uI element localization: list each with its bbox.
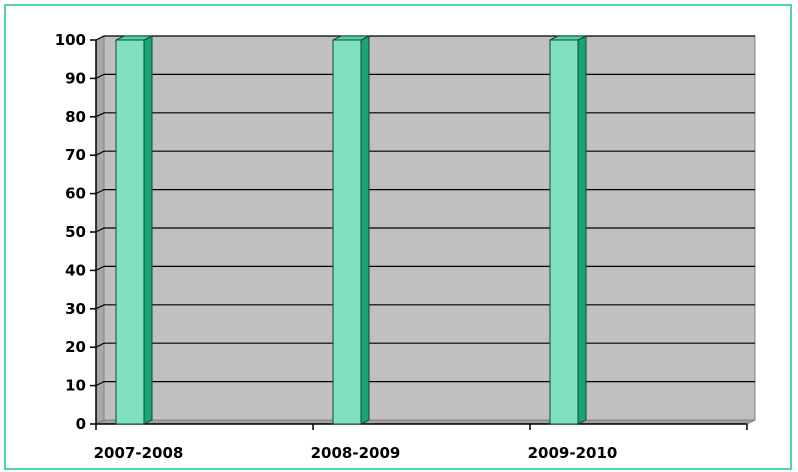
bar-front	[549, 39, 579, 425]
gridline	[95, 265, 755, 271]
bar-front	[115, 39, 145, 425]
bar-side	[143, 35, 153, 425]
bars	[115, 35, 587, 425]
y-tick-label: 80	[65, 108, 86, 126]
x-tick-label: 2009-2010	[528, 444, 618, 462]
y-tick-label: 40	[65, 261, 86, 279]
bar-side	[360, 35, 370, 425]
gridline	[95, 381, 755, 387]
y-tick-label: 20	[65, 338, 86, 356]
gridline	[95, 227, 755, 233]
gridlines	[95, 35, 755, 387]
bar-2008-2009	[332, 35, 370, 425]
gridline	[95, 73, 755, 79]
y-tick-label: 0	[76, 415, 86, 433]
gridline	[95, 35, 755, 41]
y-tick-label: 10	[65, 377, 86, 395]
gridline	[95, 304, 755, 310]
x-tick-label: 2008-2009	[311, 444, 401, 462]
y-tick-label: 100	[55, 31, 86, 49]
x-axis-ticks: 2007-2008 2008-2009 2009-2010	[94, 424, 748, 462]
gridline	[95, 189, 755, 195]
bar-2007-2008	[115, 35, 153, 425]
gridline	[95, 112, 755, 118]
bar-side	[577, 35, 587, 425]
plot-area	[95, 35, 756, 425]
y-axis-ticks: 0 10 20 30 40 50 60 70 80 90 100	[55, 31, 96, 433]
y-tick-label: 50	[65, 223, 86, 241]
bar-front	[332, 39, 362, 425]
x-tick-label: 2007-2008	[94, 444, 184, 462]
bar-2009-2010	[549, 35, 587, 425]
gridline	[95, 150, 755, 156]
y-tick-label: 90	[65, 69, 86, 87]
y-tick-label: 60	[65, 185, 86, 203]
y-tick-label: 30	[65, 300, 86, 318]
y-tick-label: 70	[65, 146, 86, 164]
gridline	[95, 342, 755, 348]
